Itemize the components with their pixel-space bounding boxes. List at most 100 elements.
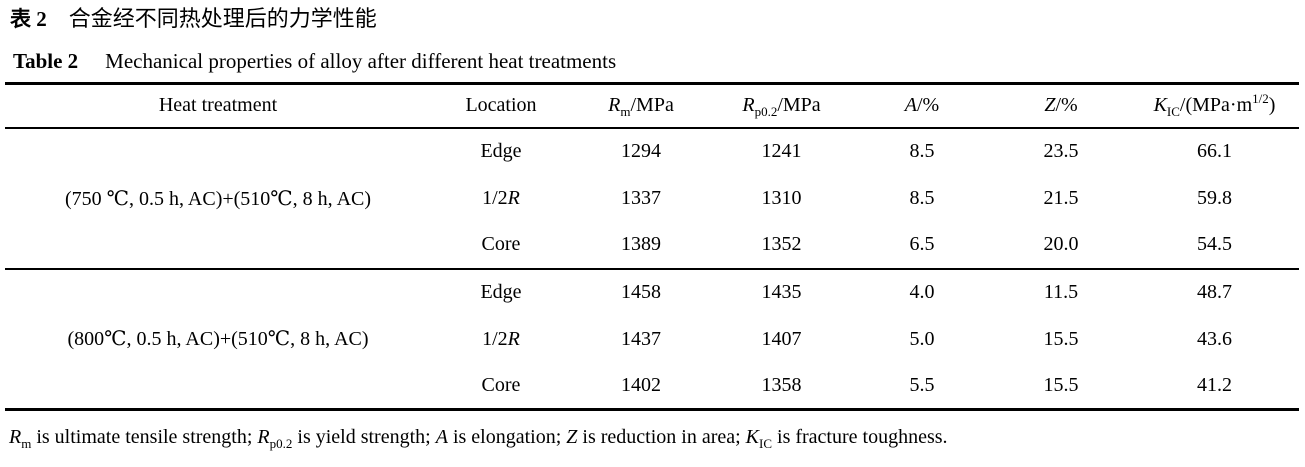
cell-rp02: 1352 <box>761 233 802 255</box>
cell-a: 6.5 <box>909 233 935 255</box>
table-row: (750 ℃, 0.5 h, AC)+(510℃, 8 h, AC) Edge … <box>5 128 1299 210</box>
cell-location: Edge <box>431 269 571 316</box>
table-row: Core 1402 1358 5.5 15.5 41.2 <box>5 363 1299 410</box>
location-value-italic: R <box>507 186 520 209</box>
cell-a: 5.0 <box>909 327 935 350</box>
cell-location: Core <box>431 222 571 269</box>
footnote-symbol-kic-subscript: IC <box>759 436 773 451</box>
unit-kic-exponent: 1/2 <box>1252 91 1269 107</box>
cell-z: 11.5 <box>1043 281 1079 303</box>
symbol-kic-subscript: IC <box>1166 104 1180 120</box>
symbol-rp02: R <box>742 94 755 117</box>
table-number-zh: 表 2 <box>10 7 47 31</box>
location-value: Core <box>481 233 521 255</box>
cell-z: 15.5 <box>1043 327 1079 350</box>
cell-a: 8.5 <box>909 140 935 162</box>
cell-heat-treatment: (800℃, 0.5 h, AC)+(510℃, 8 h, AC) <box>5 269 431 410</box>
cell-rp02: 1435 <box>761 281 802 303</box>
footnote-text-a: is elongation; <box>447 426 567 448</box>
treatment-group-750: (750 ℃, 0.5 h, AC)+(510℃, 8 h, AC) Edge … <box>5 128 1299 269</box>
column-header-a: A/% <box>852 83 992 129</box>
cell-kic: 48.7 <box>1197 281 1232 303</box>
cell-z: 15.5 <box>1043 373 1079 396</box>
unit-z: /% <box>1055 94 1078 117</box>
column-header-rp02: Rp0.2/MPa <box>711 83 852 129</box>
location-value: Core <box>481 373 521 396</box>
unit-kic-close: ) <box>1268 94 1276 117</box>
location-value: 1/2 <box>482 327 508 350</box>
location-value: Edge <box>480 140 522 162</box>
cell-z: 20.0 <box>1043 233 1079 255</box>
cell-rp02: 1358 <box>761 373 802 396</box>
table-title-zh: 表 2 合金经不同热处理后的力学性能 <box>10 0 1305 32</box>
location-value: Edge <box>480 281 522 303</box>
column-header-rm: Rm/MPa <box>571 83 711 129</box>
cell-rm: 1389 <box>621 233 661 255</box>
cell-z: 23.5 <box>1043 140 1079 162</box>
cell-a: 8.5 <box>909 186 935 209</box>
cell-z: 21.5 <box>1043 186 1079 209</box>
column-header-z: Z/% <box>992 83 1130 129</box>
symbol-kic: K <box>1153 94 1167 117</box>
mechanical-properties-table: Heat treatment Location Rm/MPa Rp0.2/MPa… <box>5 82 1299 411</box>
column-header-kic: KIC/(MPa·m1/2) <box>1130 83 1299 129</box>
cell-heat-treatment: (750 ℃, 0.5 h, AC)+(510℃, 8 h, AC) <box>5 128 431 269</box>
symbol-a: A <box>904 94 917 117</box>
treatment-group-800: (800℃, 0.5 h, AC)+(510℃, 8 h, AC) Edge 1… <box>5 269 1299 410</box>
cell-location: Edge <box>431 128 571 175</box>
table-row: 1/2R 1337 1310 8.5 21.5 59.8 <box>5 175 1299 222</box>
footnote-text-rp02: is yield strength; <box>292 426 436 448</box>
cell-kic: 59.8 <box>1197 186 1232 209</box>
symbol-z: Z <box>1044 94 1056 117</box>
cell-rm: 1337 <box>621 186 661 209</box>
table-title-en-text: Mechanical properties of alloy after dif… <box>105 49 617 73</box>
footnote-symbol-a: A <box>435 426 448 448</box>
table-row: Core 1389 1352 6.5 20.0 54.5 <box>5 222 1299 269</box>
header-row: Heat treatment Location Rm/MPa Rp0.2/MPa… <box>5 83 1299 129</box>
symbol-rp02-subscript: p0.2 <box>754 104 778 120</box>
cell-rp02: 1407 <box>761 327 802 350</box>
cell-location: 1/2R <box>431 316 571 363</box>
heat-treatment-value: (800℃, 0.5 h, AC)+(510℃, 8 h, AC) <box>67 328 369 351</box>
footnote-text-rm: is ultimate tensile strength; <box>31 426 258 448</box>
cell-kic: 41.2 <box>1197 373 1232 396</box>
table-row: (800℃, 0.5 h, AC)+(510℃, 8 h, AC) Edge 1… <box>5 269 1299 350</box>
cell-kic: 54.5 <box>1197 233 1232 255</box>
column-header-label: Heat treatment <box>158 94 278 117</box>
cell-location: Core <box>431 363 571 410</box>
location-value: 1/2 <box>482 186 508 209</box>
symbol-rm-subscript: m <box>620 104 631 120</box>
footnote-symbol-rm-subscript: m <box>21 436 32 451</box>
footnote-text-kic: is fracture toughness. <box>772 426 948 448</box>
table-header: Heat treatment Location Rm/MPa Rp0.2/MPa… <box>5 83 1299 129</box>
cell-rp02: 1241 <box>761 140 802 162</box>
table-title-zh-text: 合金经不同热处理后的力学性能 <box>68 6 377 31</box>
cell-kic: 43.6 <box>1197 327 1232 350</box>
unit-a: /% <box>917 94 940 117</box>
unit-kic: /(MPa·m <box>1179 94 1253 117</box>
column-header-label: Location <box>465 94 537 117</box>
table-title-en: Table 2 Mechanical properties of alloy af… <box>13 48 1305 74</box>
column-header-heat-treatment: Heat treatment <box>5 83 431 129</box>
footnote-text-z: is reduction in area; <box>577 426 746 448</box>
symbol-rm: R <box>608 94 621 117</box>
footnote-symbol-rp02: R <box>257 426 270 448</box>
unit-rp02: /MPa <box>777 94 821 117</box>
footnote-symbol-rp02-subscript: p0.2 <box>269 436 293 451</box>
heat-treatment-value: (750 ℃, 0.5 h, AC)+(510℃, 8 h, AC) <box>64 187 372 210</box>
table-number-en: Table 2 <box>13 49 79 73</box>
table-row: 1/2R 1437 1407 5.0 15.5 43.6 <box>5 316 1299 363</box>
cell-rp02: 1310 <box>761 186 802 209</box>
cell-rm: 1458 <box>621 281 661 303</box>
cell-location: 1/2R <box>431 175 571 222</box>
cell-rm: 1294 <box>621 140 661 162</box>
column-header-location: Location <box>431 83 571 129</box>
cell-a: 5.5 <box>909 373 935 396</box>
cell-a: 4.0 <box>909 281 935 303</box>
cell-rm: 1402 <box>621 373 661 396</box>
cell-kic: 66.1 <box>1197 140 1232 162</box>
cell-rm: 1437 <box>621 327 661 350</box>
location-value-italic: R <box>507 327 520 350</box>
footnote-symbol-z: Z <box>566 426 578 448</box>
